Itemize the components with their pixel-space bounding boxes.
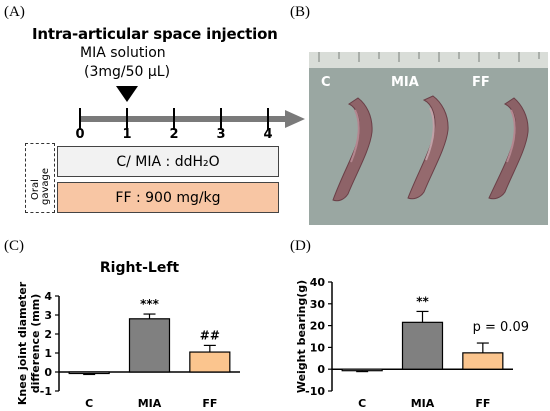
y-tick-label: 2 bbox=[44, 328, 52, 341]
x-tick-label: C bbox=[358, 397, 366, 410]
injection-arrow-icon bbox=[116, 86, 138, 102]
timeline-bar bbox=[80, 116, 288, 122]
knee-joint-photo: C MIA FF bbox=[309, 52, 548, 225]
significance-label: ** bbox=[416, 294, 429, 308]
x-tick-label: MIA bbox=[138, 397, 162, 410]
y-tick-label: 0 bbox=[317, 363, 325, 376]
timeline-ticks bbox=[79, 108, 269, 130]
bar-mia bbox=[401, 321, 444, 370]
panel-label-b: (B) bbox=[290, 4, 310, 20]
photo-label-c: C bbox=[321, 75, 331, 90]
injection-agent: MIA solution bbox=[80, 45, 166, 61]
injection-title: Intra-articular space injection bbox=[32, 25, 278, 43]
chart-title: Right-Left bbox=[100, 260, 180, 276]
timeline-tick-label: 0 bbox=[75, 127, 85, 142]
y-axis-label: Weight bearing(g) bbox=[295, 280, 308, 393]
y-tick-label: 4 bbox=[44, 290, 52, 303]
significance-label: ## bbox=[200, 328, 220, 342]
weight-bearing-chart: Weight bearing(g)-10 0 10 20 30 40 C MIA ** FF p =… bbox=[295, 276, 529, 410]
photo-ruler bbox=[309, 52, 548, 68]
y-tick-label: 3 bbox=[44, 309, 52, 322]
panel-label-c: (C) bbox=[4, 238, 24, 254]
knee-diameter-chart: Right-Left Knee joint diameter difference … bbox=[16, 260, 240, 410]
joint-sample-mia bbox=[407, 95, 449, 200]
timeline-tick-label: 4 bbox=[263, 127, 273, 142]
timeline-tick-label: 2 bbox=[169, 127, 179, 142]
bar-ff bbox=[462, 352, 504, 370]
significance-label: p = 0.09 bbox=[473, 320, 529, 335]
bar-mia bbox=[128, 318, 171, 373]
photo-label-mia: MIA bbox=[391, 75, 419, 90]
oral-gavage-bracket bbox=[25, 143, 55, 213]
panel-label-d: (D) bbox=[290, 238, 311, 254]
y-tick-label: 30 bbox=[310, 298, 326, 311]
photo-background bbox=[309, 52, 548, 225]
control-treatment-box: C/ MIA : ddH₂O bbox=[57, 146, 279, 177]
timeline-arrowhead-icon bbox=[285, 110, 305, 128]
y-tick-label: -10 bbox=[305, 385, 325, 398]
x-tick-label: MIA bbox=[411, 397, 435, 410]
timeline-tick-label: 3 bbox=[216, 127, 226, 142]
joint-sample-c bbox=[332, 97, 373, 202]
control-treatment-text: C/ MIA : ddH₂O bbox=[116, 153, 220, 170]
timeline-diagram bbox=[79, 86, 305, 130]
joint-sample-ff bbox=[488, 97, 529, 200]
x-tick-label: C bbox=[85, 397, 93, 410]
gavage-label-gavage: gavage bbox=[40, 167, 51, 205]
y-tick-label: 10 bbox=[310, 341, 326, 354]
y-tick-label: 1 bbox=[44, 347, 52, 360]
ff-treatment-text: FF : 900 mg/kg bbox=[115, 189, 221, 206]
x-tick-label: FF bbox=[202, 397, 217, 410]
bar-ff bbox=[189, 351, 231, 373]
panel-label-a: (A) bbox=[4, 4, 25, 20]
timeline-tick-label: 1 bbox=[122, 127, 132, 142]
y-tick-label: -1 bbox=[40, 385, 52, 398]
y-axis-label: difference (mm) bbox=[29, 294, 42, 394]
photo-label-ff: FF bbox=[472, 75, 490, 90]
x-tick-label: FF bbox=[475, 397, 490, 410]
significance-label: *** bbox=[140, 297, 160, 311]
injection-dose: (3mg/50 μL) bbox=[84, 64, 171, 80]
ff-treatment-box: FF : 900 mg/kg bbox=[57, 182, 279, 213]
y-axis-label: Knee joint diameter bbox=[16, 281, 29, 405]
y-tick-label: 40 bbox=[310, 276, 326, 289]
y-tick-label: 20 bbox=[310, 320, 326, 333]
y-tick-label: 0 bbox=[44, 366, 52, 379]
